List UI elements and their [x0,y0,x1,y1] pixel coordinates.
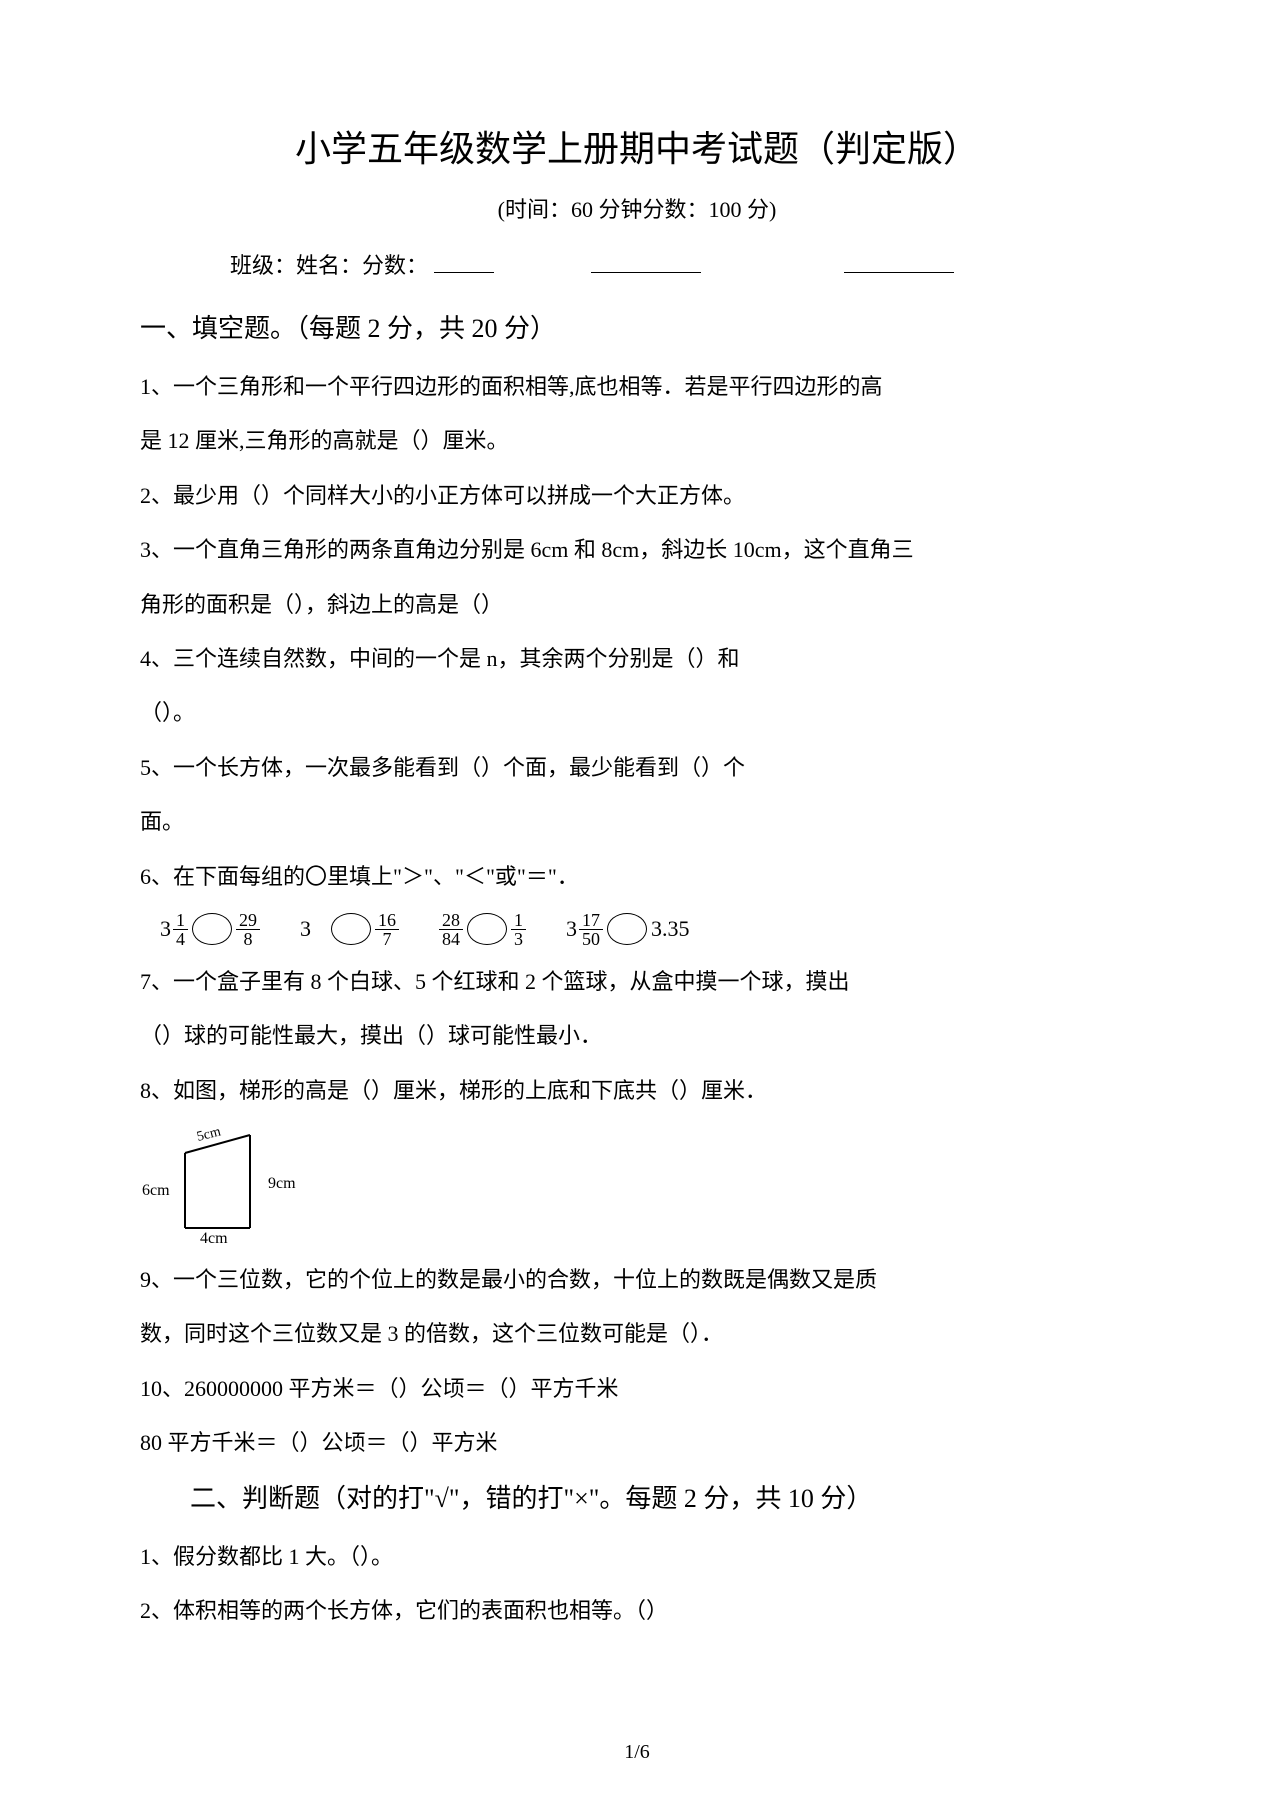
q3-line2: 角形的面积是（），斜边上的高是（） [140,581,1134,629]
page-footer: 1/6 [0,1741,1274,1764]
compare-4: 3 17 50 3.35 [566,911,690,948]
trap-right-label: 9cm [268,1175,296,1192]
trap-left-label: 6cm [142,1182,170,1199]
q6: 6、在下面每组的〇里填上"＞"、"＜"或"＝"． [140,853,1134,901]
trapezoid-figure: 5cm 6cm 9cm 4cm [140,1123,1134,1248]
q5-line1: 5、一个长方体，一次最多能看到（）个面，最少能看到（）个 [140,744,1134,792]
compare-3: 28 84 1 3 [439,911,526,948]
q9-line1: 9、一个三位数，它的个位上的数是最小的合数，十位上的数既是偶数又是质 [140,1256,1134,1304]
q10-line2: 80 平方千米＝（）公顷＝（）平方米 [140,1419,1134,1467]
c1-rn: 29 [236,911,260,930]
compare-2: 3 16 7 [300,911,399,948]
c2-rn: 16 [375,911,399,930]
c2-rd: 7 [380,930,395,948]
q2: 2、最少用（）个同样大小的小正方体可以拼成一个大正方体。 [140,472,1134,520]
c4-lw: 3 [566,916,577,942]
q4-line2: （）。 [140,689,1134,737]
c4-rextra: 3.35 [651,916,690,942]
c3-rn: 1 [511,911,526,930]
blank-class [434,272,494,273]
compare-row: 3 1 4 29 8 3 16 7 28 84 [160,911,1134,948]
page-subtitle: (时间：60 分钟分数：100 分) [140,192,1134,224]
c4-ln: 17 [579,911,603,930]
trap-top-label: 5cm [195,1125,222,1145]
c2-lw: 3 [300,916,311,942]
q3-line1: 3、一个直角三角形的两条直角边分别是 6cm 和 8cm，斜边长 10cm，这个… [140,526,1134,574]
oval-3 [467,913,507,945]
c1-ln: 1 [173,911,188,930]
q5-line2: 面。 [140,798,1134,846]
blank-name [591,272,701,273]
oval-4 [607,913,647,945]
q1-line1: 1、一个三角形和一个平行四边形的面积相等,底也相等．若是平行四边形的高 [140,363,1134,411]
s2-q2: 2、体积相等的两个长方体，它们的表面积也相等。（） [140,1587,1134,1635]
oval-2 [331,913,371,945]
section2-head: 二、判断题（对的打"√"，错的打"×"。每题 2 分，共 10 分） [140,1478,1134,1515]
student-info-line: 班级：姓名：分数： [140,248,1134,280]
c4-ld: 50 [579,930,603,948]
trap-bottom-label: 4cm [200,1230,228,1243]
exam-page: 小学五年级数学上册期中考试题（判定版） (时间：60 分钟分数：100 分) 班… [0,0,1274,1804]
info-prefix: 班级：姓名：分数： [230,253,428,278]
section1-head: 一、填空题。（每题 2 分，共 20 分） [140,308,1134,345]
s2-q1: 1、假分数都比 1 大。（）。 [140,1533,1134,1581]
oval-1 [192,913,232,945]
c1-rd: 8 [241,930,256,948]
q8: 8、如图，梯形的高是（）厘米，梯形的上底和下底共（）厘米． [140,1067,1134,1115]
q1-line2: 是 12 厘米,三角形的高就是（）厘米。 [140,417,1134,465]
q9-line2: 数，同时这个三位数又是 3 的倍数，这个三位数可能是（）． [140,1310,1134,1358]
q4-line1: 4、三个连续自然数，中间的一个是 n，其余两个分别是（）和 [140,635,1134,683]
page-title: 小学五年级数学上册期中考试题（判定版） [140,120,1134,172]
blank-score [844,272,954,273]
c3-ld: 84 [439,930,463,948]
c1-ld: 4 [173,930,188,948]
compare-1: 3 1 4 29 8 [160,911,260,948]
c1-lw: 3 [160,916,171,942]
q10-line1: 10、260000000 平方米＝（）公顷＝（）平方千米 [140,1365,1134,1413]
c3-ln: 28 [439,911,463,930]
q7-line1: 7、一个盒子里有 8 个白球、5 个红球和 2 个篮球，从盒中摸一个球，摸出 [140,958,1134,1006]
q7-line2: （）球的可能性最大，摸出（）球可能性最小． [140,1012,1134,1060]
c3-rd: 3 [511,930,526,948]
